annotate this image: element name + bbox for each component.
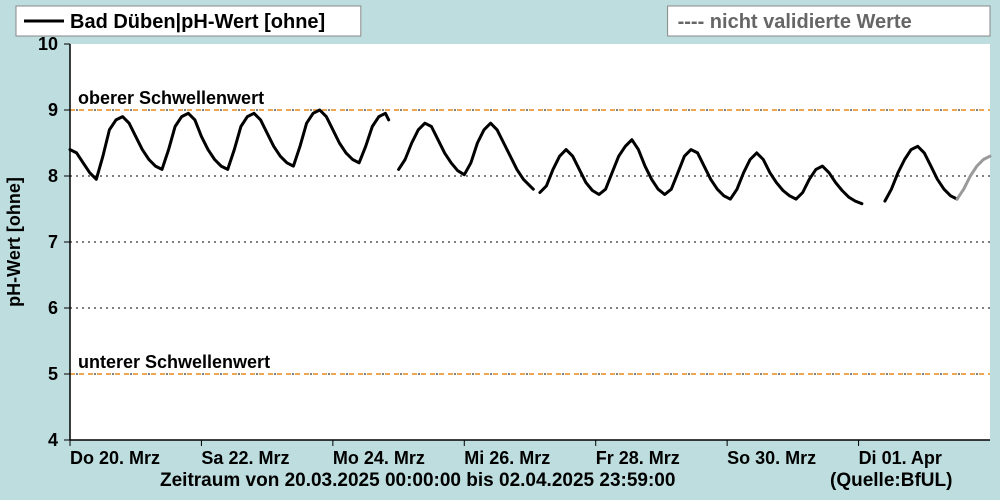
svg-text:Zeitraum von 20.03.2025 00:00:: Zeitraum von 20.03.2025 00:00:00 bis 02.… (160, 470, 675, 491)
svg-text:Mo 24. Mrz: Mo 24. Mrz (333, 448, 425, 468)
svg-text:Mi 26. Mrz: Mi 26. Mrz (464, 448, 550, 468)
svg-text:10: 10 (38, 34, 58, 54)
svg-text:Fr 28. Mrz: Fr 28. Mrz (596, 448, 680, 468)
svg-text:Sa 22. Mrz: Sa 22. Mrz (201, 448, 289, 468)
svg-text:pH-Wert [ohne]: pH-Wert [ohne] (4, 177, 24, 307)
svg-text:unterer Schwellenwert: unterer Schwellenwert (78, 352, 270, 372)
svg-text:---- nicht validierte Werte: ---- nicht validierte Werte (678, 11, 912, 33)
svg-text:Di 01. Apr: Di 01. Apr (859, 448, 942, 468)
svg-text:9: 9 (48, 100, 58, 120)
ph-chart: 4 5 6 7 8 9 10 oberer Schwellenwert unterer Schw… (0, 0, 1000, 500)
svg-text:8: 8 (48, 166, 58, 186)
svg-text:6: 6 (48, 298, 58, 318)
svg-text:(Quelle:BfUL): (Quelle:BfUL) (830, 470, 952, 491)
svg-text:Bad Düben|pH-Wert [ohne]: Bad Düben|pH-Wert [ohne] (70, 11, 325, 33)
svg-text:Do 20. Mrz: Do 20. Mrz (70, 448, 160, 468)
svg-text:5: 5 (48, 364, 58, 384)
svg-text:oberer Schwellenwert: oberer Schwellenwert (78, 88, 264, 108)
svg-text:So 30. Mrz: So 30. Mrz (727, 448, 816, 468)
svg-text:4: 4 (48, 430, 58, 450)
svg-text:7: 7 (48, 232, 58, 252)
chart-svg: 4 5 6 7 8 9 10 oberer Schwellenwert unterer Schw… (0, 0, 1000, 500)
